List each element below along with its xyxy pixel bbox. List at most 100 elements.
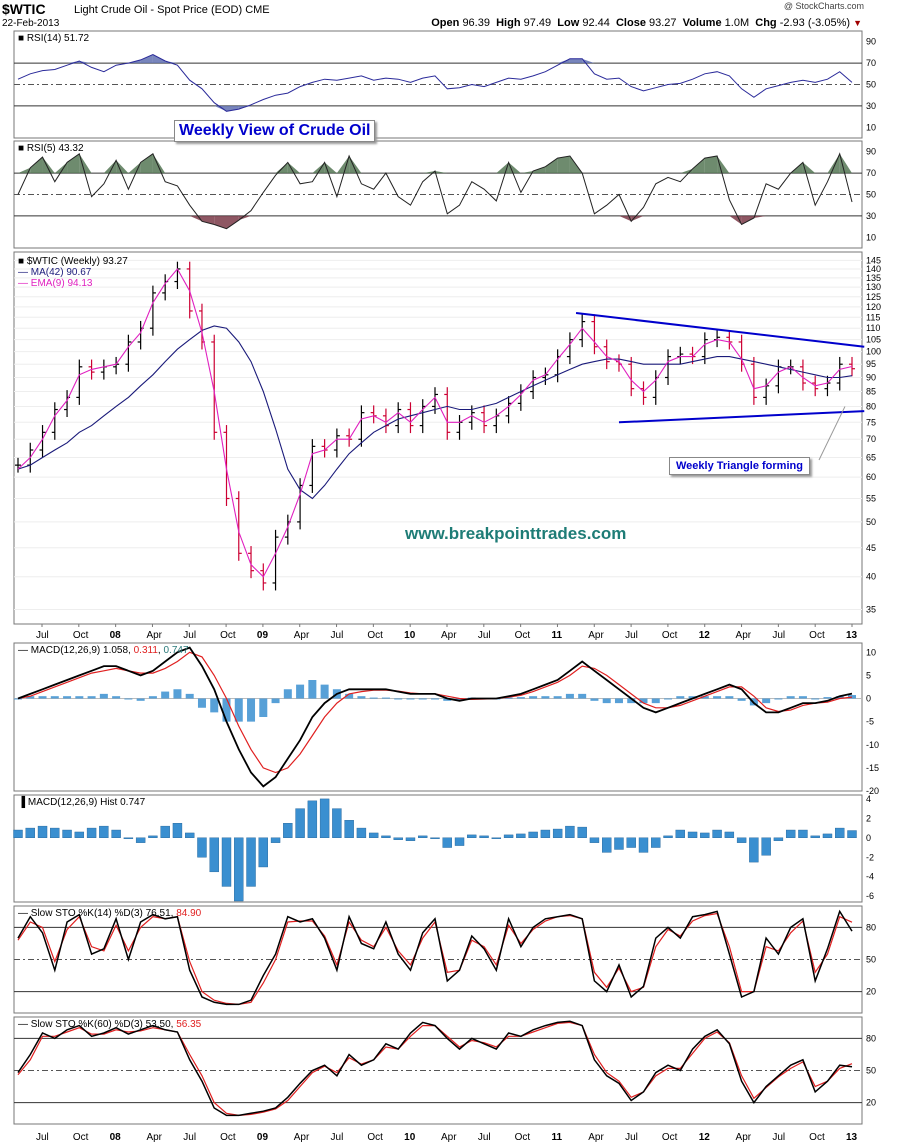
macd-hist-panel-bar [135, 837, 146, 843]
bottom-x-tick-label: 08 [110, 1132, 122, 1143]
macd-hist-panel-bar [761, 837, 771, 856]
rsi5-oversold-fill [201, 215, 215, 225]
brand-watermark: @ StockCharts.com [783, 1, 864, 11]
rsi5-overbought-fill [717, 155, 730, 174]
rsi14-overbought-fill [140, 54, 153, 64]
macd-hist-panel-bar [258, 837, 268, 868]
macd-hist-panel-bar [810, 835, 820, 839]
macd-hist-panel-bar [651, 837, 661, 848]
rsi5-overbought-fill [802, 162, 816, 174]
bottom-x-tick-label: Jul [478, 1132, 491, 1143]
macd-hist-bar [112, 696, 121, 699]
sto14-legend: — Slow STO %K(14) %D(3) 76.51, 84.90 [18, 908, 202, 919]
price-tick-85: 85 [866, 387, 876, 397]
macd-hist-bar [602, 698, 611, 704]
macd-hist-tick-4: 4 [866, 794, 871, 804]
x-tick-label: 12 [699, 630, 711, 641]
macd-hist-bar [529, 696, 538, 699]
rsi5-overbought-fill [103, 160, 117, 174]
macd-hist-panel-bar [565, 825, 575, 838]
rsi14-legend: ■ RSI(14) 51.72 [18, 33, 90, 44]
macd-hist-panel-bar [712, 829, 722, 839]
macd-hist-bar [737, 698, 746, 701]
macd-hist-bar [75, 696, 84, 699]
macd-tick-0: 0 [866, 694, 871, 704]
macd-hist-bar [185, 693, 194, 699]
price-tick-90: 90 [866, 373, 876, 383]
macd-hist-panel-bar [589, 837, 600, 843]
macd-hist-panel-bar [62, 829, 72, 839]
price-tick-60: 60 [866, 472, 876, 482]
macd-hist-panel-bar [123, 837, 134, 839]
price-tick-70: 70 [866, 434, 876, 444]
macd-hist-panel-bar [234, 837, 244, 902]
rsi5-overbought-fill [349, 155, 362, 174]
macd-hist-bar [688, 696, 697, 699]
macd-hist-bar [296, 684, 305, 699]
x-tick-label: Jul [36, 630, 49, 641]
macd-hist-bar [443, 698, 452, 701]
macd-tick--20: -20 [866, 786, 879, 796]
high-label: High [496, 17, 521, 29]
macd-hist-panel-bar [749, 837, 759, 863]
macd-hist-bar [418, 698, 427, 700]
sto60-legend: — Slow STO %K(60) %D(3) 53.50, 56.35 [18, 1019, 202, 1030]
x-tick-label: 13 [846, 630, 858, 641]
macd-hist-bar [14, 698, 22, 700]
bottom-x-tick-label: Apr [146, 1132, 162, 1143]
macd-hist-panel-bar [479, 835, 489, 839]
rsi5-overbought-fill [30, 157, 43, 174]
x-tick-label: 08 [110, 630, 122, 641]
rsi5-overbought-fill [704, 155, 718, 174]
bottom-x-tick-label: 12 [699, 1132, 711, 1143]
chg-label: Chg [755, 17, 777, 29]
price-tick-105: 105 [866, 335, 881, 345]
bottom-x-tick-label: Apr [441, 1132, 457, 1143]
quote-summary: Open 96.39 High 97.49 Low 92.44 Close 93… [431, 17, 862, 29]
macd-hist-bar [713, 696, 722, 699]
rsi5-tick-30: 30 [866, 211, 876, 221]
sto14-k-line [17, 909, 853, 1006]
ma42-line [17, 325, 853, 500]
sto14-tick-80: 80 [866, 922, 876, 932]
macd-hist-bar [590, 698, 599, 701]
macd-hist-bar [798, 696, 807, 699]
rsi5-overbought-fill [520, 170, 534, 174]
macd-hist-panel-bar [430, 837, 440, 839]
macd-hist-legend: ▐ MACD(12,26,9) Hist 0.747 [18, 795, 146, 809]
price-tick-45: 45 [866, 543, 876, 553]
rsi14-tick-90: 90 [866, 37, 876, 47]
x-tick-label: Oct [367, 630, 383, 641]
x-tick-label: 10 [404, 630, 416, 641]
bottom-x-tick-label: Apr [294, 1132, 310, 1143]
price-panel [13, 251, 863, 625]
macd-hist-tick--2: -2 [866, 852, 874, 862]
macd-hist-panel-bar [614, 837, 624, 850]
lower-trendline [618, 410, 865, 424]
ema9-line [17, 268, 853, 578]
macd-hist-bar [811, 698, 820, 700]
macd-hist-bar [283, 689, 292, 699]
macd-hist-panel-bar [577, 826, 587, 838]
bottom-x-tick-label: 09 [257, 1132, 269, 1143]
macd-hist-panel-bar [822, 833, 833, 839]
macd-hist-bar [173, 689, 182, 699]
x-tick-label: 09 [257, 630, 269, 641]
macd-hist-panel-bar [172, 823, 183, 839]
price-tick-40: 40 [866, 572, 876, 582]
low-value: 92.44 [582, 17, 610, 29]
rsi5-overbought-fill [312, 162, 325, 174]
macd-hist-bar [786, 696, 795, 699]
rsi5-overbought-fill [545, 158, 558, 174]
macd-hist-bar [848, 695, 856, 699]
bottom-x-tick-label: Oct [662, 1132, 678, 1143]
rsi5-legend: ■ RSI(5) 43.32 [18, 143, 84, 154]
macd-hist-bar [345, 693, 354, 699]
macd-hist-panel-bar [307, 800, 318, 838]
price-tick-130: 130 [866, 282, 881, 292]
open-value: 96.39 [462, 17, 490, 29]
macd-hist-tick--4: -4 [866, 872, 874, 882]
macd-hist-panel-bar [246, 837, 256, 887]
macd-hist-panel-bar [847, 830, 857, 839]
price-legend: ■ $WTIC (Weekly) 93.27 [18, 256, 128, 267]
